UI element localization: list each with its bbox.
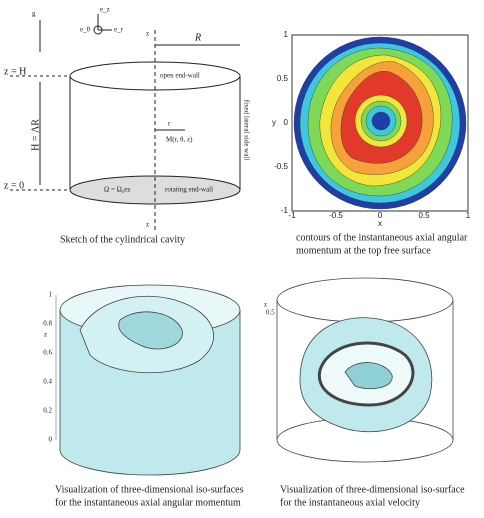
x-axis-label: x (378, 219, 382, 228)
caption: for the instantaneous axial velocity (280, 497, 420, 508)
basis-label: e_r (114, 26, 124, 34)
y-axis-label: y (272, 118, 276, 127)
wall-label: fixed lateral side wall (242, 100, 250, 161)
z-tick-label: 0.5 (266, 309, 275, 317)
x-tick-label: -1 (288, 211, 296, 220)
y-tick-label: -1 (281, 206, 289, 215)
caption: for the instantaneous axial angular mome… (55, 497, 241, 508)
x-tick-label: -0.5 (329, 211, 343, 220)
z-tick-label: 0.4 (43, 378, 52, 386)
z-tick-label: 0.6 (43, 349, 52, 357)
axis-label: z (146, 30, 149, 38)
level-label: z = 0 (4, 180, 24, 191)
figure: g e_θ e_z e_r z z R z = H z = 0 H = ΛR o… (0, 0, 484, 518)
wall-label: open end-wall (160, 72, 200, 80)
y-tick-label: -0.5 (274, 162, 288, 171)
contour (372, 112, 390, 130)
y-tick-label: 1 (284, 30, 289, 39)
z-tick-label: 0 (49, 436, 53, 444)
z-axis-label: z (264, 301, 267, 309)
caption: momentum at the top free surface (296, 245, 431, 256)
height-label: H = ΛR (30, 119, 41, 151)
z-tick-label: 0.8 (43, 320, 52, 328)
gravity-label: g (32, 10, 36, 18)
radius-label: R (194, 32, 201, 43)
y-tick-label: 0 (284, 118, 289, 127)
contour-field (294, 37, 466, 209)
r-label: r (168, 120, 171, 128)
basis-label: e_z (100, 6, 110, 14)
iso-velocity-panel (277, 278, 453, 462)
x-tick-label: 0.5 (418, 211, 430, 220)
sketch-panel (10, 14, 240, 230)
caption: Visualization of three-dimensional iso-s… (55, 484, 244, 495)
cylinder-top (277, 278, 453, 322)
iso-momentum-panel (56, 285, 240, 475)
wall-label: rotating end-wall (165, 186, 213, 194)
axis-label: z (146, 221, 149, 229)
x-tick-label: 1 (466, 211, 471, 220)
z-axis-label: z (44, 331, 47, 339)
caption: contours of the instantaneous axial angu… (296, 232, 468, 243)
point-label: M(r, θ, z) (166, 136, 193, 144)
y-tick-label: 0.5 (277, 74, 289, 83)
caption: Sketch of the cylindrical cavity (60, 234, 185, 245)
z-tick-label: 1 (49, 291, 53, 299)
basis-label: e_θ (80, 26, 91, 34)
rotation-label: Ω = Ω₀ez (104, 186, 131, 194)
z-tick-label: 0.2 (43, 407, 52, 415)
caption: Visualization of three-dimensional iso-s… (280, 484, 465, 495)
level-label: z = H (4, 66, 26, 77)
